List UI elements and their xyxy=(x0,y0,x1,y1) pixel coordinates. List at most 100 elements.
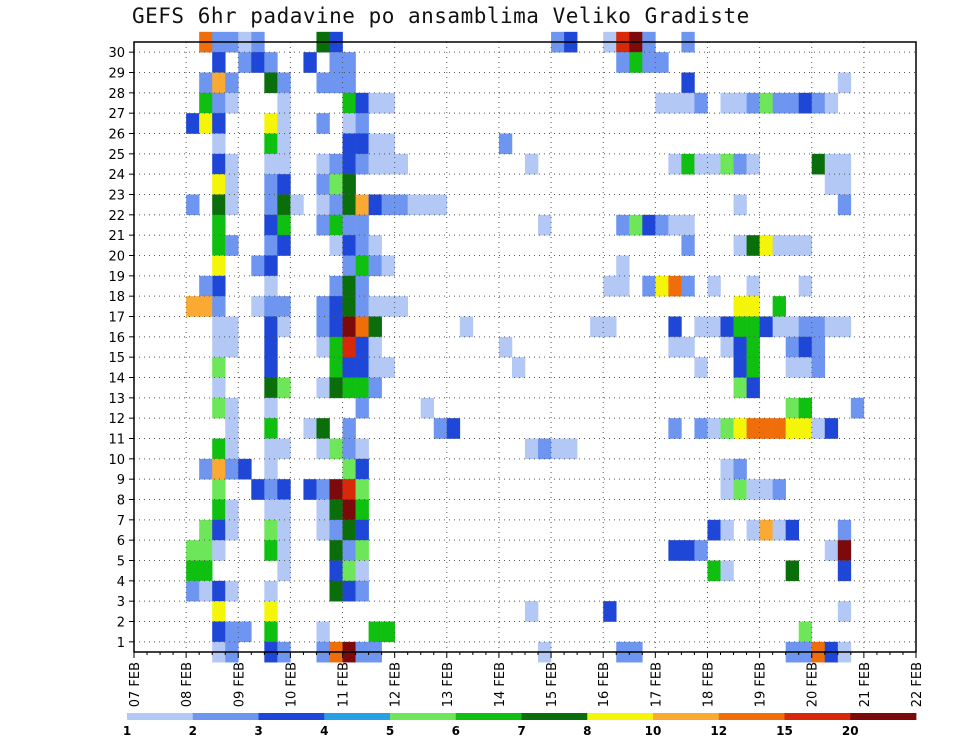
heatmap-cell xyxy=(342,275,356,297)
heatmap-cell xyxy=(316,479,330,500)
heatmap-cell xyxy=(590,316,604,338)
heatmap-cell xyxy=(772,519,786,541)
x-tick-label: 16 FEB xyxy=(597,662,612,707)
heatmap-cell xyxy=(264,357,278,378)
heatmap-cell xyxy=(264,621,278,643)
heatmap-cell xyxy=(694,92,708,114)
legend-label: 1 xyxy=(123,724,131,738)
heatmap-cell xyxy=(264,52,278,73)
heatmap-cell xyxy=(212,72,226,94)
heatmap-cell xyxy=(342,560,356,582)
heatmap-cell xyxy=(342,418,356,439)
heatmap-cell xyxy=(342,316,356,338)
heatmap-cell xyxy=(199,580,213,602)
heatmap-cell xyxy=(798,357,813,378)
heatmap-cell xyxy=(264,336,278,358)
grid xyxy=(134,42,916,652)
heatmap-cell xyxy=(785,418,799,439)
heatmap-cell xyxy=(629,52,643,73)
heatmap-cell xyxy=(772,92,786,114)
heatmap-cell xyxy=(368,377,382,399)
heatmap-cell xyxy=(186,580,200,602)
legend-swatch xyxy=(192,713,259,720)
legend-label: 8 xyxy=(583,724,591,738)
heatmap-cell xyxy=(381,194,395,216)
heatmap-cell xyxy=(785,235,799,256)
heatmap-cell xyxy=(316,296,330,317)
heatmap-cell xyxy=(212,275,226,297)
y-tick-label: 3 xyxy=(117,595,125,610)
heatmap-cell xyxy=(681,540,695,561)
y-tick-label: 26 xyxy=(108,128,125,143)
y-tick-label: 21 xyxy=(108,229,125,244)
heatmap-cell xyxy=(342,72,356,94)
x-tick-label: 21 FEB xyxy=(858,662,873,707)
heatmap-cell xyxy=(603,275,617,297)
heatmap-cell xyxy=(355,235,369,256)
heatmap-cell xyxy=(720,418,734,439)
heatmap-cell xyxy=(733,235,747,256)
legend-label: 5 xyxy=(386,724,394,738)
heatmap-cell xyxy=(251,479,265,500)
heatmap-cell xyxy=(746,235,760,256)
heatmap-cell xyxy=(837,153,852,175)
heatmap-cell xyxy=(329,357,343,378)
heatmap-cell xyxy=(746,336,760,358)
chart-title: GEFS 6hr padavine po ansamblima Veliko G… xyxy=(132,4,750,28)
y-tick-label: 8 xyxy=(117,494,125,509)
heatmap-cell xyxy=(342,296,356,317)
x-tick-label: 09 FEB xyxy=(232,662,247,707)
heatmap-cell xyxy=(850,397,865,419)
heatmap-cell xyxy=(342,580,356,602)
heatmap-cell xyxy=(264,214,278,236)
heatmap-cell xyxy=(668,92,682,114)
heatmap-cell xyxy=(538,214,552,236)
y-tick-label: 16 xyxy=(108,331,125,346)
heatmap-cells xyxy=(186,31,865,663)
heatmap-cell xyxy=(720,153,734,175)
heatmap-cell xyxy=(746,296,760,317)
heatmap-cell xyxy=(316,499,330,521)
heatmap-cell xyxy=(329,235,343,256)
heatmap-cell xyxy=(355,275,369,297)
heatmap-cell xyxy=(225,397,239,419)
heatmap-cell xyxy=(694,418,708,439)
heatmap-cell xyxy=(277,153,291,175)
heatmap-cell xyxy=(772,418,786,439)
heatmap-cell xyxy=(616,214,630,236)
heatmap-cell xyxy=(329,72,343,94)
heatmap-cell xyxy=(316,377,330,399)
heatmap-cell xyxy=(277,519,291,541)
heatmap-cell xyxy=(212,52,226,73)
y-tick-label: 7 xyxy=(117,514,125,529)
heatmap-cell xyxy=(824,316,839,338)
heatmap-cell xyxy=(355,397,369,419)
heatmap-cell xyxy=(329,153,343,175)
heatmap-cell xyxy=(329,540,343,561)
heatmap-cell xyxy=(746,275,760,297)
heatmap-cell xyxy=(277,113,291,134)
heatmap-cell xyxy=(212,235,226,256)
legend-label: 6 xyxy=(452,724,460,738)
heatmap-cell xyxy=(329,174,343,195)
y-tick-label: 23 xyxy=(108,189,125,204)
heatmap-cell xyxy=(381,255,395,277)
legend-label: 2 xyxy=(189,724,197,738)
heatmap-cell xyxy=(655,92,669,114)
heatmap-cell xyxy=(759,235,773,256)
heatmap-cell xyxy=(329,580,343,602)
heatmap-cell xyxy=(694,153,708,175)
heatmap-cell xyxy=(837,519,852,541)
heatmap-cell xyxy=(342,438,356,460)
heatmap-cell xyxy=(342,519,356,541)
heatmap-cell xyxy=(225,316,239,338)
heatmap-cell xyxy=(199,560,213,582)
y-tick-label: 18 xyxy=(108,290,125,305)
y-tick-label: 22 xyxy=(108,209,125,224)
heatmap-cell xyxy=(538,438,552,460)
heatmap-cell xyxy=(355,255,369,277)
y-tick-label: 12 xyxy=(108,412,125,427)
legend-label: 20 xyxy=(842,724,859,738)
heatmap-cell xyxy=(720,316,734,338)
heatmap-cell xyxy=(342,153,356,175)
